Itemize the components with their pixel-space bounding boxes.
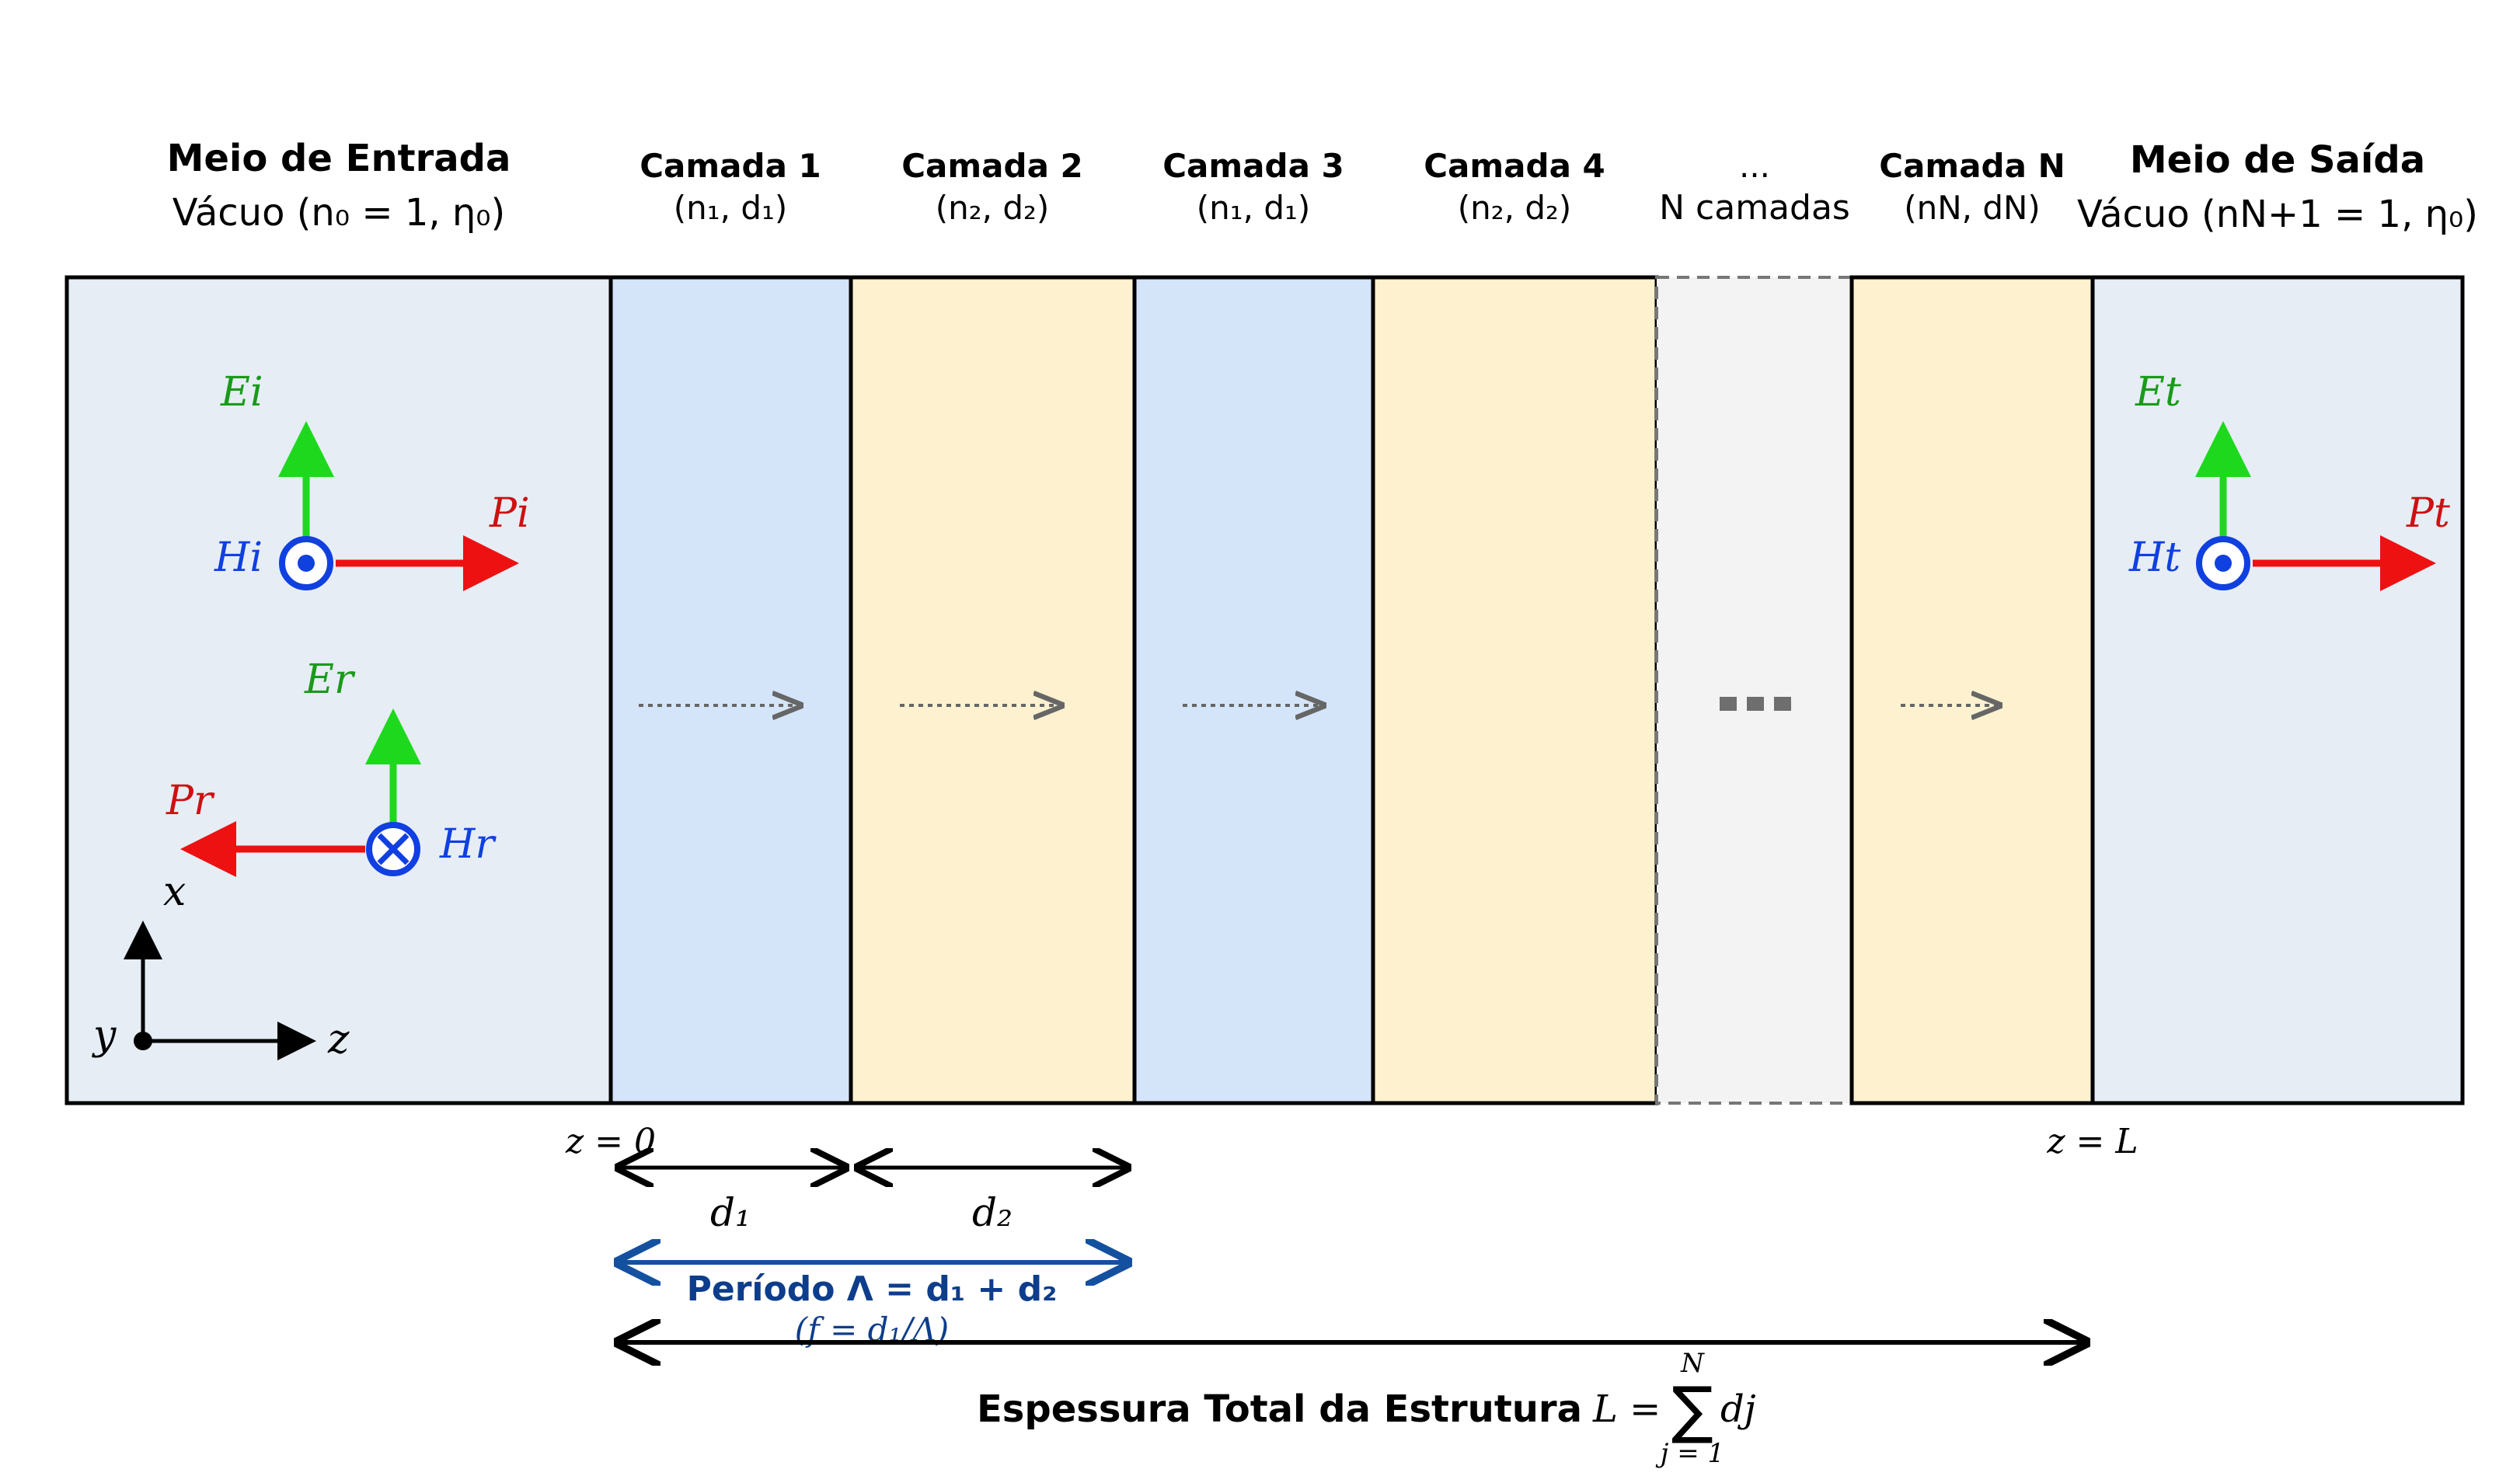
incident-poynting-label: Pi bbox=[489, 490, 530, 537]
layer-n-title: Camada N bbox=[1879, 147, 2065, 185]
output-medium-subtitle: Vácuo (nN+1 = 1, η₀) bbox=[2077, 193, 2478, 236]
layer-gap-region bbox=[1655, 276, 1853, 1105]
transmitted-electric-label: Et bbox=[2135, 369, 2181, 416]
input-medium-title: Meio de Entrada bbox=[167, 137, 511, 180]
layer-2-params: (n₂, d₂) bbox=[936, 189, 1049, 227]
reflected-magnetic-label: Hr bbox=[439, 821, 497, 868]
total-thickness-formula-term: dj bbox=[1720, 1387, 1756, 1431]
layer-4-title: Camada 4 bbox=[1424, 147, 1605, 185]
reflected-electric-label: Er bbox=[304, 656, 356, 703]
axis-x-label: x bbox=[163, 869, 186, 915]
layer-1-region bbox=[608, 275, 853, 1105]
layer-gap-params: N camadas bbox=[1659, 188, 1850, 228]
transmitted-magnetic-label: Ht bbox=[2128, 534, 2180, 581]
d2-label: d₂ bbox=[972, 1190, 1013, 1235]
layer-1-params: (n₁, d₁) bbox=[674, 189, 787, 227]
sum-symbol-icon: ∑ bbox=[1671, 1373, 1713, 1446]
reflected-poynting-label: Pr bbox=[166, 778, 215, 824]
incident-magnetic-out-icon bbox=[279, 536, 333, 590]
total-thickness-formula-lhs: L = bbox=[1592, 1387, 1661, 1431]
total-thickness-label: Espessura Total da Estrutura bbox=[977, 1387, 1582, 1431]
output-medium-region bbox=[2090, 275, 2465, 1105]
zL-label: z = L bbox=[2046, 1122, 2138, 1161]
axis-origin-icon bbox=[134, 1032, 152, 1050]
transmitted-magnetic-out-icon bbox=[2196, 536, 2250, 590]
incident-electric-label: Ei bbox=[220, 369, 263, 416]
input-medium-region bbox=[64, 275, 613, 1105]
sum-lower-limit: j = 1 bbox=[1655, 1438, 1724, 1469]
axis-y-label: y bbox=[92, 1012, 117, 1059]
layer-2-title: Camada 2 bbox=[901, 147, 1083, 185]
axis-z-label: z bbox=[327, 1016, 350, 1063]
layer-4-params: (n₂, d₂) bbox=[1458, 189, 1571, 227]
output-medium-title: Meio de Saída bbox=[2130, 138, 2425, 182]
gap-ellipsis-icon bbox=[1720, 697, 1791, 711]
layer-3-params: (n₁, d₁) bbox=[1197, 189, 1310, 227]
period-label: Período Λ = d₁ + d₂ bbox=[687, 1269, 1058, 1309]
layer-gap-title: ... bbox=[1739, 147, 1770, 185]
d1-label: d₁ bbox=[710, 1190, 751, 1235]
layer-3-title: Camada 3 bbox=[1162, 147, 1344, 185]
layer-3-region bbox=[1132, 275, 1375, 1105]
layer-n-params: (nN, dN) bbox=[1904, 189, 2041, 227]
layer-2-region bbox=[849, 275, 1137, 1105]
z0-label: z = 0 bbox=[565, 1122, 656, 1161]
layer-n-region bbox=[1849, 275, 2095, 1105]
sum-upper-limit: N bbox=[1680, 1348, 1705, 1379]
incident-magnetic-label: Hi bbox=[214, 534, 263, 581]
transmitted-poynting-label: Pt bbox=[2406, 490, 2450, 537]
layer-1-title: Camada 1 bbox=[640, 147, 821, 185]
reflected-magnetic-in-icon bbox=[366, 822, 420, 876]
layer-4-region bbox=[1371, 275, 1659, 1105]
input-medium-subtitle: Vácuo (n₀ = 1, η₀) bbox=[173, 191, 506, 235]
